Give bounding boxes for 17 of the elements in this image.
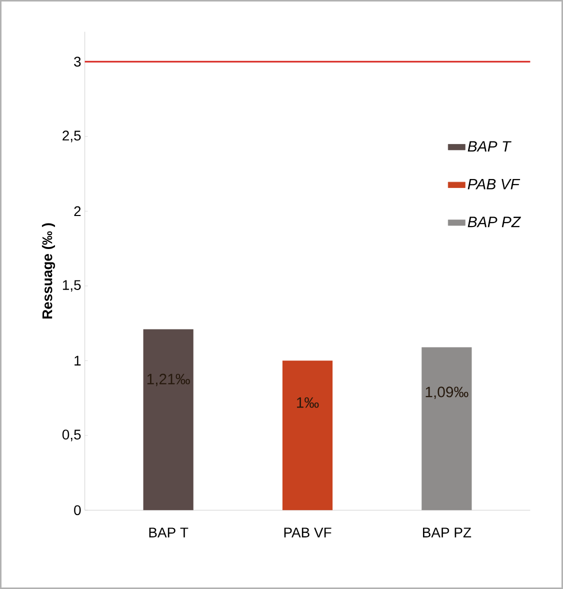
- legend-label: PAB VF: [468, 179, 520, 190]
- y-tick-label: 3: [74, 56, 81, 67]
- y-tick-label: 1: [74, 356, 81, 366]
- y-tick-label: 0,5: [62, 430, 81, 442]
- y-tick-label: 2: [74, 206, 81, 216]
- data-label: 1‰: [297, 397, 319, 408]
- legend-label: BAP T: [468, 141, 512, 152]
- data-label: 1,09‰: [426, 386, 468, 400]
- y-tick-label: 2,5: [62, 130, 81, 142]
- x-tick-label: BAP T: [149, 528, 188, 538]
- data-label: 1,21‰: [147, 374, 190, 386]
- x-tick-label: PAB VF: [284, 528, 332, 538]
- y-axis-title: Ressuage (‰ ): [42, 223, 56, 319]
- x-tick-label: BAP PZ: [423, 528, 472, 538]
- legend-label: BAP PZ: [468, 216, 521, 228]
- y-tick-label: 0: [74, 505, 81, 516]
- y-tick-label: 1,5: [62, 280, 81, 292]
